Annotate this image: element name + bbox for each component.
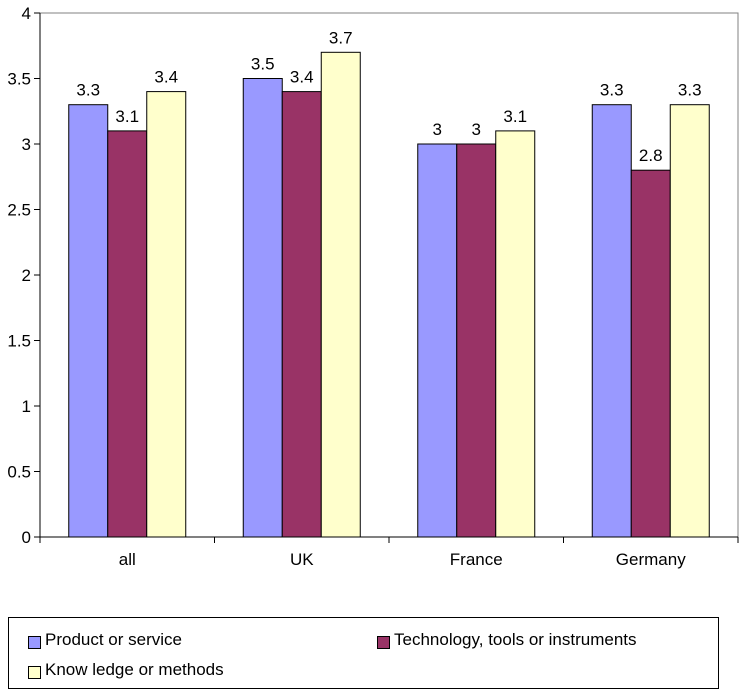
x-tick-label: UK bbox=[290, 550, 314, 569]
bar bbox=[146, 91, 187, 538]
y-tick-label: 4 bbox=[22, 4, 31, 23]
legend-label-knowledge: Know ledge or methods bbox=[45, 660, 224, 679]
y-tick-label: 0 bbox=[22, 528, 31, 547]
data-label: 3.7 bbox=[329, 28, 353, 47]
x-tick-label: France bbox=[450, 550, 503, 569]
bar bbox=[242, 78, 283, 538]
data-label: 3.3 bbox=[600, 81, 624, 100]
legend-swatch-technology bbox=[377, 636, 390, 649]
legend-swatch-product bbox=[28, 636, 41, 649]
legend-label-technology: Technology, tools or instruments bbox=[394, 630, 637, 649]
data-label: 3.1 bbox=[503, 107, 527, 126]
bar-chart: 0 0.5 1 1.5 2 2.5 3 3.5 4 3.3 3.1 3.4 all 3.5 3.4 3.7 UK… bbox=[7, 4, 739, 569]
x-tick-label: Germany bbox=[616, 550, 686, 569]
bar bbox=[630, 169, 671, 538]
bar bbox=[281, 91, 322, 538]
data-label: 2.8 bbox=[639, 146, 663, 165]
legend-swatch-knowledge bbox=[28, 666, 41, 679]
y-tick-label: 1 bbox=[22, 397, 31, 416]
data-label: 3 bbox=[472, 120, 481, 139]
bar bbox=[456, 143, 497, 538]
data-label: 3.1 bbox=[115, 107, 139, 126]
bar bbox=[107, 130, 148, 538]
data-label: 3 bbox=[433, 120, 442, 139]
bar bbox=[320, 51, 361, 538]
legend-label-product: Product or service bbox=[45, 630, 182, 649]
y-tick-label: 2.5 bbox=[7, 201, 31, 220]
bar bbox=[417, 143, 458, 538]
y-tick-label: 3.5 bbox=[7, 70, 31, 89]
chart-legend: Product or service Technology, tools or … bbox=[8, 617, 719, 689]
y-tick-label: 3 bbox=[22, 135, 31, 154]
bar bbox=[495, 130, 536, 538]
bar bbox=[669, 104, 710, 538]
y-tick-label: 2 bbox=[22, 266, 31, 285]
y-tick-label: 0.5 bbox=[7, 463, 31, 482]
data-label: 3.3 bbox=[76, 81, 100, 100]
bar bbox=[591, 104, 632, 538]
data-label: 3.4 bbox=[290, 68, 314, 87]
x-tick-label: all bbox=[119, 550, 136, 569]
bar bbox=[68, 104, 109, 538]
y-tick-label: 1.5 bbox=[7, 332, 31, 351]
data-label: 3.5 bbox=[251, 55, 275, 74]
data-label: 3.3 bbox=[678, 81, 702, 100]
data-label: 3.4 bbox=[154, 68, 178, 87]
